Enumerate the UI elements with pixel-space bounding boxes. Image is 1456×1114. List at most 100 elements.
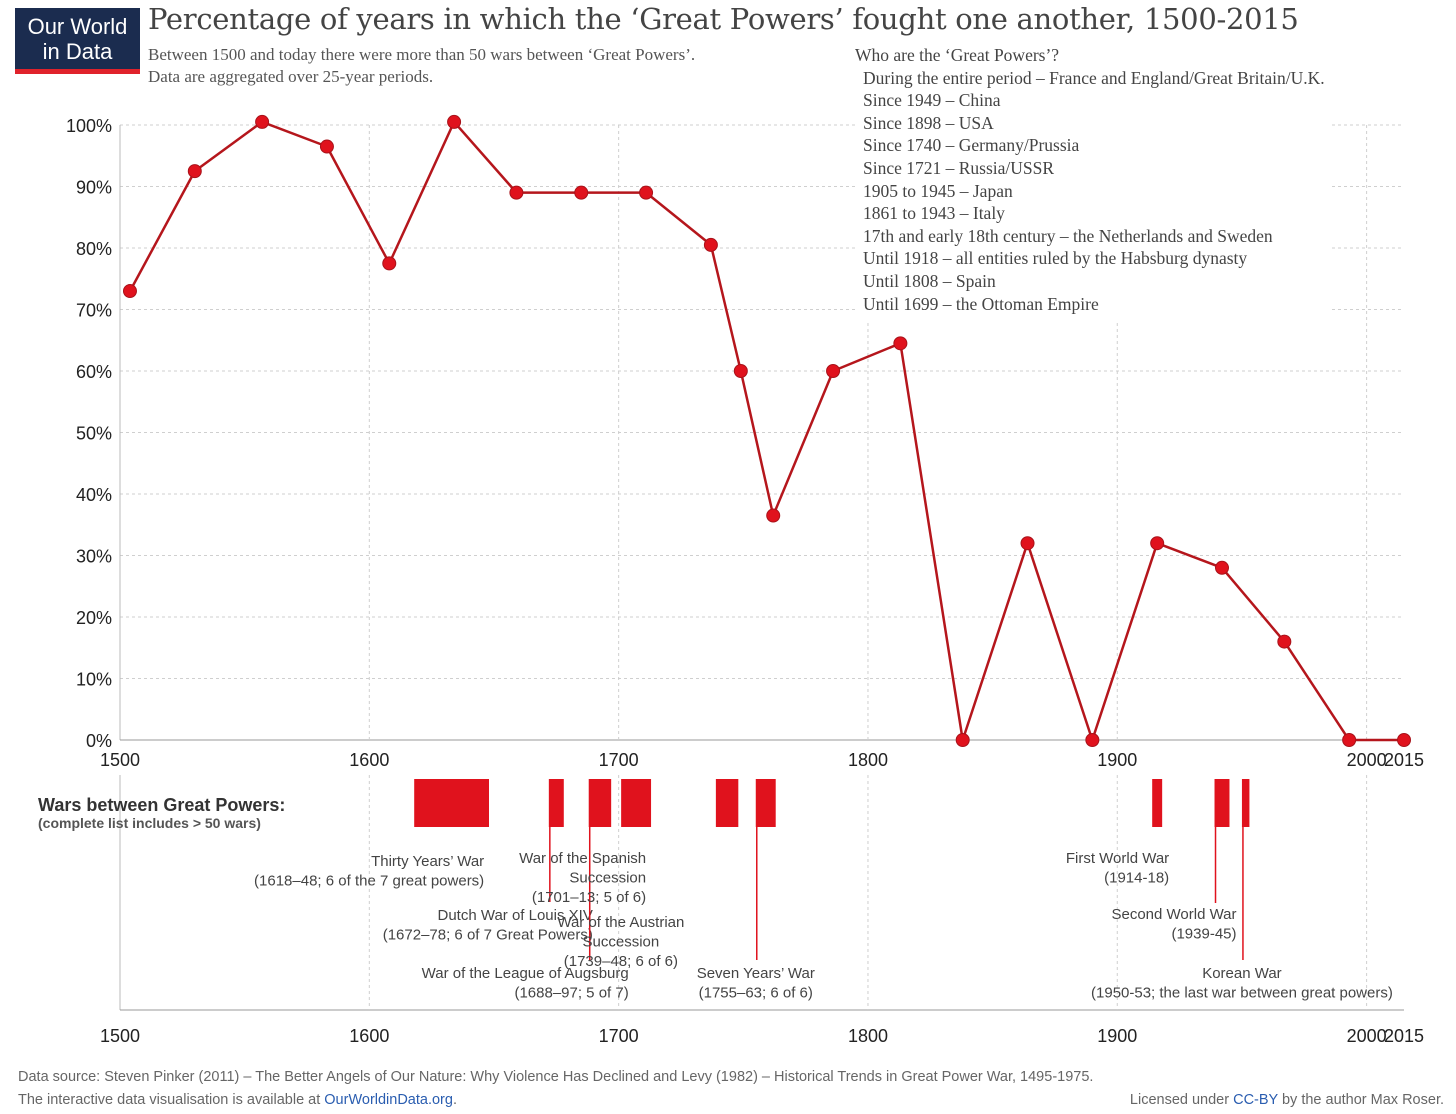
war-bar	[414, 779, 489, 827]
data-point	[639, 185, 654, 200]
war-label-line: First World War	[1066, 850, 1169, 867]
line-chart: 0% 10% 20% 30% 40% 50% 60% 70% 80% 90% 100% 1500 16…	[38, 114, 1424, 1046]
owid-link[interactable]: OurWorldinData.org	[324, 1092, 453, 1108]
interactive-note: The interactive data visualisation is av…	[18, 1092, 457, 1108]
x-tick-label: 1600	[349, 750, 389, 770]
interactive-prefix: The interactive data visualisation is av…	[18, 1092, 325, 1108]
war-label-line: (1914-18)	[1104, 870, 1169, 887]
license-link[interactable]: CC-BY	[1233, 1092, 1278, 1108]
great-power-item: Until 1699 – the Ottoman Empire	[863, 293, 1099, 314]
data-point	[826, 364, 841, 378]
wars-x-tick-label: 1700	[599, 1026, 639, 1046]
wars-panel-subtitle: (complete list includes > 50 wars)	[38, 815, 261, 831]
y-tick-label: 100%	[66, 116, 112, 136]
war-label-line: (1939-45)	[1171, 926, 1236, 943]
great-power-item: 1861 to 1943 – Italy	[863, 203, 1005, 224]
y-tick-label: 80%	[76, 239, 112, 259]
war-label-line: Second World War	[1111, 906, 1236, 923]
x-tick-label: 2000	[1347, 750, 1387, 770]
war-bar	[1241, 779, 1250, 827]
x-tick-label: 2015	[1384, 750, 1424, 770]
x-tick-label: 1700	[599, 750, 639, 770]
wars-panel-title: Wars between Great Powers:	[38, 795, 285, 815]
great-power-item: During the entire period – France and En…	[863, 67, 1325, 88]
great-power-item: Since 1721 – Russia/USSR	[863, 157, 1055, 178]
war-bar	[715, 779, 739, 827]
data-point	[1397, 733, 1411, 747]
war-bar	[621, 779, 652, 827]
war-label-line: (1688–97; 5 of 7)	[514, 985, 628, 1002]
data-point	[509, 185, 524, 200]
war-label-line: Korean War	[1202, 965, 1281, 982]
owid-logo[interactable]: Our World in Data	[15, 8, 140, 74]
y-tick-label: 50%	[76, 424, 112, 444]
war-label-line: (1950-53; the last war between great pow…	[1091, 985, 1393, 1002]
war-label-line: War of the League of Augsburg	[422, 965, 629, 982]
great-power-item: Until 1918 – all entities ruled by the H…	[863, 248, 1248, 269]
x-tick-label: 1500	[100, 750, 140, 770]
war-bar	[548, 779, 564, 827]
data-point	[955, 733, 970, 747]
logo-line-2: in Data	[42, 39, 113, 64]
war-label-line: (1672–78; 6 of 7 Great Powers)	[383, 927, 593, 944]
y-tick-label: 90%	[76, 178, 112, 198]
y-tick-label: 70%	[76, 301, 112, 321]
war-bar	[1214, 779, 1230, 827]
data-point	[1342, 733, 1357, 747]
y-tick-label: 30%	[76, 547, 112, 567]
war-label-line: (1618–48; 6 of the 7 great powers)	[254, 873, 484, 890]
wars-x-tick-label: 1800	[848, 1026, 888, 1046]
x-tick-label: 1800	[848, 750, 888, 770]
data-point	[1085, 733, 1100, 747]
data-point	[255, 114, 270, 129]
data-point	[1277, 634, 1292, 649]
license-note: Licensed under CC-BY by the author Max R…	[1130, 1092, 1444, 1108]
chart-subtitle: Between 1500 and today there were more t…	[148, 44, 695, 88]
data-point	[766, 508, 781, 523]
license-prefix: Licensed under	[1129, 1092, 1234, 1108]
data-point	[122, 284, 137, 299]
data-point	[319, 139, 334, 154]
war-bar	[755, 779, 776, 827]
wars-x-tick-label: 1600	[349, 1026, 389, 1046]
data-point	[187, 164, 202, 179]
data-point	[703, 237, 718, 252]
war-label-line: Dutch War of Louis XIV	[437, 907, 592, 924]
subtitle-line-1: Between 1500 and today there were more t…	[148, 45, 696, 64]
data-point	[574, 185, 589, 200]
wars-x-tick-label: 2015	[1384, 1026, 1424, 1046]
data-point	[382, 256, 397, 271]
data-point	[1020, 536, 1035, 551]
war-label-line: (1701–13; 5 of 6)	[532, 889, 646, 906]
war-bar	[588, 779, 612, 827]
war-label-line: (1739–48; 6 of 6)	[564, 953, 678, 970]
license-suffix: by the author Max Roser.	[1277, 1092, 1444, 1108]
subtitle-line-2: Data are aggregated over 25-year periods…	[148, 67, 434, 86]
y-axis: 0% 10% 20% 30% 40% 50% 60% 70% 80% 90% 100%	[66, 116, 112, 751]
great-powers-list: During the entire period – France and En…	[863, 67, 1325, 316]
y-tick-label: 10%	[76, 670, 112, 690]
wars-x-tick-label: 1900	[1097, 1026, 1137, 1046]
wars-x-tick-label: 1500	[100, 1026, 140, 1046]
great-power-item: 1905 to 1945 – Japan	[863, 180, 1013, 201]
war-label-line: War of the Spanish	[519, 850, 646, 867]
great-powers-box: Who are the ‘Great Powers’? During the e…	[855, 44, 1331, 322]
data-point	[1214, 560, 1229, 575]
interactive-suffix: .	[452, 1092, 457, 1108]
x-tick-label: 1900	[1097, 750, 1137, 770]
war-label-line: Succession	[583, 934, 660, 951]
data-point	[447, 114, 462, 129]
war-bar	[1152, 779, 1163, 827]
data-source: Data source: Steven Pinker (2011) – The …	[18, 1069, 1094, 1085]
great-power-item: 17th and early 18th century – the Nether…	[863, 225, 1273, 246]
logo-line-1: Our World	[27, 14, 128, 39]
chart-title: Percentage of years in which the ‘Great …	[148, 2, 1299, 36]
wars-x-tick-label: 2000	[1347, 1026, 1387, 1046]
y-tick-label: 40%	[76, 485, 112, 505]
great-power-item: Since 1949 – China	[863, 90, 1001, 111]
war-label-line: Succession	[569, 870, 646, 887]
y-tick-label: 20%	[76, 608, 112, 628]
